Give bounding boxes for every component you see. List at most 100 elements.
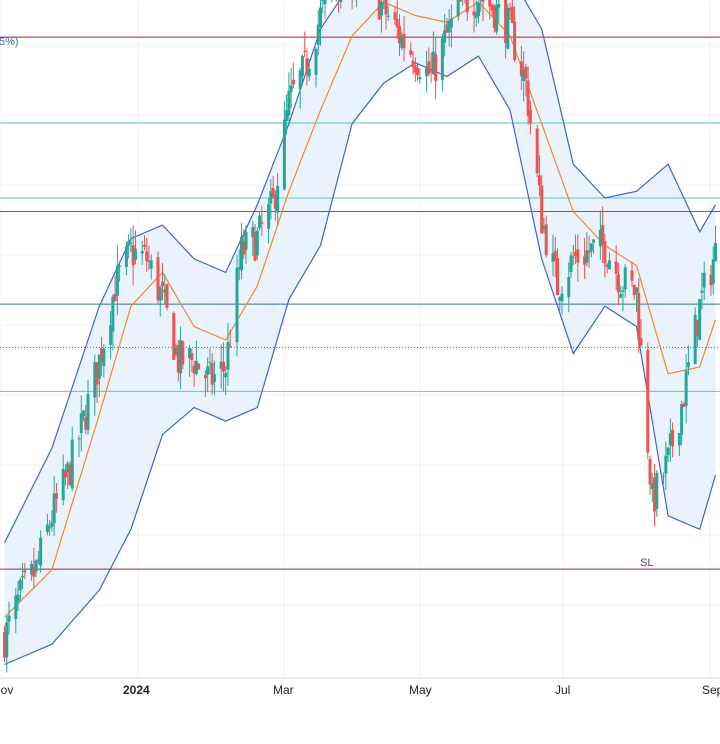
candle-body (251, 227, 255, 238)
candle-body (384, 0, 388, 15)
candle-body (16, 594, 20, 602)
candle-body (190, 352, 194, 360)
candle-body (282, 119, 286, 190)
candle-body (93, 362, 97, 398)
candle-body (142, 245, 146, 247)
candle-body (3, 631, 7, 658)
candle-body (497, 3, 501, 8)
candle-body (567, 276, 571, 298)
candle-body (440, 38, 444, 81)
candle-body (616, 274, 620, 293)
candle-body (662, 475, 666, 477)
candle-body (537, 175, 541, 186)
candle-body (61, 468, 65, 501)
candle-body (258, 215, 262, 229)
candle-body (702, 272, 706, 288)
candle-body (513, 21, 517, 61)
candle-body (434, 54, 438, 81)
candle-body (397, 25, 401, 44)
candle-body (619, 293, 623, 298)
candle-body (431, 51, 435, 75)
candle-body (163, 289, 167, 293)
candle-body (639, 338, 643, 346)
candle-body (156, 257, 160, 300)
candle-body (402, 34, 406, 49)
chart-labels: 5%) SL (0, 36, 653, 569)
candle-body (709, 274, 713, 286)
candle-body (653, 477, 657, 512)
candle-body (583, 256, 587, 265)
candle-body (34, 560, 38, 572)
candle-body (386, 15, 390, 17)
candle-body (115, 265, 119, 297)
candle-body (632, 284, 636, 296)
candle-body (668, 433, 672, 446)
candle-body (456, 0, 460, 17)
candle-body (287, 91, 291, 116)
candle-body (411, 60, 415, 68)
candle-body (45, 524, 49, 533)
candle-body (519, 61, 523, 77)
candle-body (14, 595, 18, 619)
candle-body (303, 50, 307, 52)
candle-body (206, 366, 210, 375)
candle-body (571, 256, 575, 258)
candle-body (671, 429, 675, 447)
candle-body (540, 185, 544, 234)
candle-body (395, 19, 399, 28)
candle-body (695, 320, 699, 336)
candle-body (255, 230, 259, 256)
candle-body (510, 6, 514, 24)
x-tick-label: Nov (0, 683, 13, 697)
candle-body (140, 251, 144, 254)
candle-body (63, 470, 67, 478)
candle-body (50, 522, 54, 527)
candle-body (176, 344, 180, 373)
candle-body (305, 58, 309, 75)
candle-body (605, 264, 609, 267)
candle-body (603, 240, 607, 264)
candle-body (97, 354, 101, 379)
candle-body (77, 438, 81, 440)
candle-body (666, 447, 670, 456)
annotation-sl: SL (640, 557, 653, 569)
candle-body (713, 242, 717, 262)
candle-body (174, 347, 178, 354)
candle-body (149, 260, 153, 269)
candle-body (508, 8, 512, 10)
x-tick-label: Mar (273, 683, 294, 697)
candle-body (474, 13, 478, 19)
candle-body (443, 30, 447, 43)
candle-body (648, 459, 652, 485)
candle-body (700, 290, 704, 293)
candle-body (84, 417, 88, 430)
candle-body (601, 225, 605, 245)
candle-body (587, 251, 591, 253)
candle-body (492, 6, 496, 28)
x-tick-label: 2024 (123, 683, 150, 697)
candle-body (192, 365, 196, 374)
candle-body (181, 341, 185, 365)
candle-body (131, 245, 135, 266)
candle-body (686, 362, 690, 368)
candle-body (488, 0, 492, 7)
candle-body (630, 270, 634, 281)
candle-body (165, 284, 169, 308)
candle-body (147, 260, 151, 263)
candle-body (68, 464, 72, 485)
candle-body (129, 242, 133, 244)
candle-body (276, 185, 280, 213)
candle-body (684, 370, 688, 407)
candle-body (208, 361, 212, 363)
candle-body (664, 455, 668, 474)
candle-body (465, 0, 469, 13)
candle-body (316, 24, 320, 45)
candle-body (535, 128, 539, 174)
candle-body (118, 265, 122, 267)
candle-body (413, 65, 417, 73)
candle-body (379, 1, 383, 16)
candle-body (161, 281, 165, 287)
candle-body (48, 527, 52, 529)
